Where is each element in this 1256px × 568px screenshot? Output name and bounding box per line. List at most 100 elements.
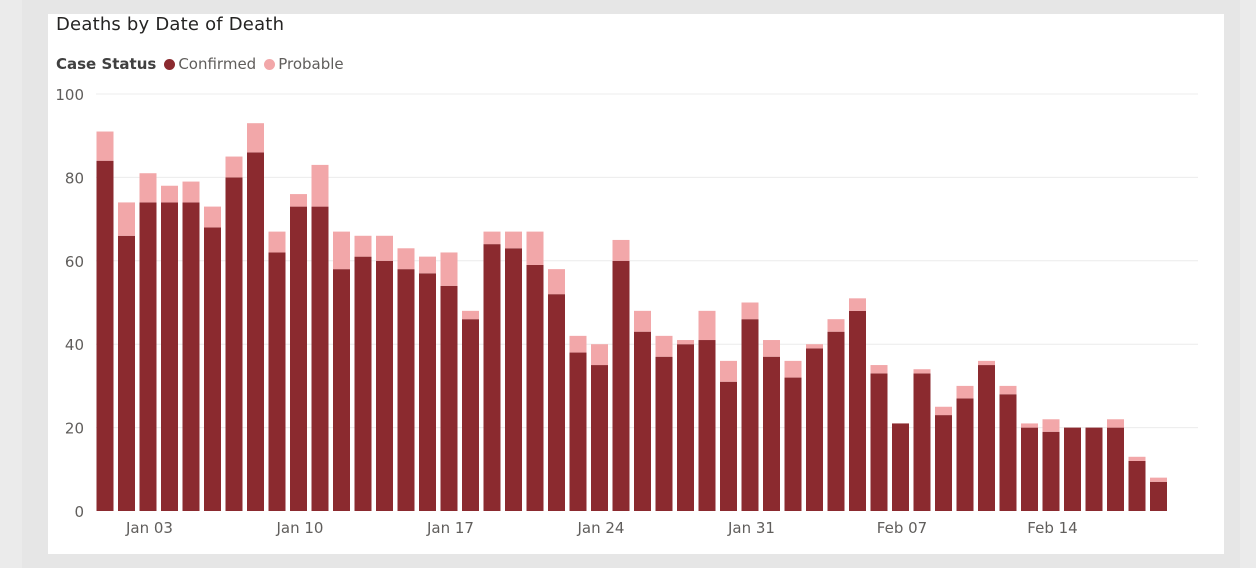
bar-probable[interactable] [612, 239, 630, 261]
bar-probable[interactable] [1150, 477, 1167, 482]
bar-confirmed[interactable] [569, 352, 587, 511]
bar-confirmed[interactable] [849, 310, 866, 511]
bar-confirmed[interactable] [1107, 427, 1124, 511]
bar-confirmed[interactable] [354, 256, 372, 511]
bar-probable[interactable] [1107, 419, 1124, 428]
bar-probable[interactable] [483, 231, 501, 245]
bar-confirmed[interactable] [376, 260, 393, 511]
bar-confirmed[interactable] [268, 252, 286, 511]
bar-probable[interactable] [204, 206, 221, 228]
bar-probable[interactable] [311, 164, 329, 207]
bar-confirmed[interactable] [1128, 460, 1146, 511]
bar-probable[interactable] [333, 231, 350, 270]
bar-probable[interactable] [870, 365, 888, 374]
bar-probable[interactable] [548, 269, 565, 295]
bar-confirmed[interactable] [1042, 431, 1060, 511]
bar-confirmed[interactable] [182, 202, 200, 512]
bar-confirmed[interactable] [462, 319, 479, 511]
bar-confirmed[interactable] [634, 331, 651, 511]
bar-probable[interactable] [225, 156, 243, 178]
bar-confirmed[interactable] [311, 206, 329, 511]
bar-confirmed[interactable] [505, 248, 522, 512]
bar-probable[interactable] [462, 310, 479, 320]
bar-confirmed[interactable] [139, 202, 157, 512]
bar-confirmed[interactable] [1021, 427, 1038, 511]
bar-probable[interactable] [505, 231, 522, 249]
bar-probable[interactable] [634, 310, 651, 332]
bar-confirmed[interactable] [161, 202, 178, 512]
bar-confirmed[interactable] [612, 260, 630, 511]
bar-confirmed[interactable] [247, 152, 264, 511]
bar-probable[interactable] [268, 231, 286, 253]
bar-probable[interactable] [741, 302, 759, 320]
bar-confirmed[interactable] [655, 356, 673, 511]
bar-probable[interactable] [569, 335, 587, 353]
bar-confirmed[interactable] [956, 398, 974, 511]
bar-probable[interactable] [913, 369, 931, 374]
bar-confirmed[interactable] [677, 344, 694, 511]
bar-probable[interactable] [96, 131, 114, 161]
bar-confirmed[interactable] [698, 340, 716, 511]
bar-confirmed[interactable] [526, 264, 544, 511]
bar-confirmed[interactable] [741, 319, 759, 511]
bar-probable[interactable] [397, 248, 415, 270]
bar-confirmed[interactable] [1085, 427, 1103, 511]
bar-confirmed[interactable] [419, 273, 436, 511]
bar-confirmed[interactable] [483, 244, 501, 511]
bar-probable[interactable] [376, 235, 393, 261]
bar-probable[interactable] [118, 202, 135, 236]
bar-confirmed[interactable] [784, 377, 802, 511]
bar-probable[interactable] [354, 235, 372, 257]
bar-confirmed[interactable] [548, 294, 565, 511]
bar-confirmed[interactable] [333, 269, 350, 511]
bar-confirmed[interactable] [204, 227, 221, 511]
x-tick-label: Jan 10 [276, 519, 324, 537]
bar-probable[interactable] [419, 256, 436, 274]
bar-confirmed[interactable] [397, 269, 415, 511]
bar-confirmed[interactable] [870, 373, 888, 511]
bar-probable[interactable] [655, 335, 673, 357]
bar-probable[interactable] [849, 298, 866, 311]
bar-probable[interactable] [999, 385, 1017, 395]
bar-probable[interactable] [1021, 423, 1038, 428]
bar-probable[interactable] [935, 406, 952, 416]
bar-probable[interactable] [247, 123, 264, 153]
bar-probable[interactable] [182, 181, 200, 203]
bar-confirmed[interactable] [763, 356, 780, 511]
legend-item-probable[interactable]: Probable [264, 55, 344, 73]
bar-confirmed[interactable] [440, 285, 458, 511]
bar-confirmed[interactable] [827, 331, 845, 511]
bar-probable[interactable] [440, 252, 458, 286]
bar-probable[interactable] [139, 173, 157, 203]
legend-item-confirmed[interactable]: Confirmed [164, 55, 256, 73]
bar-probable[interactable] [1042, 419, 1060, 432]
bar-probable[interactable] [763, 340, 780, 357]
bar-confirmed[interactable] [96, 160, 114, 511]
bar-confirmed[interactable] [591, 365, 608, 511]
bar-probable[interactable] [806, 344, 823, 349]
bar-probable[interactable] [290, 194, 307, 207]
bar-probable[interactable] [698, 310, 716, 341]
bar-confirmed[interactable] [290, 206, 307, 511]
bar-probable[interactable] [720, 360, 737, 382]
bar-probable[interactable] [827, 319, 845, 332]
bar-confirmed[interactable] [118, 235, 135, 511]
bar-probable[interactable] [784, 360, 802, 378]
bar-confirmed[interactable] [720, 381, 737, 511]
bar-probable[interactable] [978, 360, 995, 366]
bar-confirmed[interactable] [999, 394, 1017, 511]
bar-confirmed[interactable] [978, 365, 995, 511]
bar-confirmed[interactable] [1150, 481, 1167, 511]
bar-confirmed[interactable] [913, 373, 931, 511]
bar-confirmed[interactable] [892, 423, 909, 511]
bar-probable[interactable] [1128, 456, 1146, 461]
bar-probable[interactable] [526, 231, 544, 265]
bar-confirmed[interactable] [1064, 427, 1081, 511]
bar-probable[interactable] [677, 340, 694, 345]
bar-probable[interactable] [161, 185, 178, 203]
bar-confirmed[interactable] [935, 415, 952, 511]
bar-probable[interactable] [591, 344, 608, 366]
bar-confirmed[interactable] [225, 177, 243, 511]
bar-probable[interactable] [956, 385, 974, 399]
bar-confirmed[interactable] [806, 348, 823, 511]
